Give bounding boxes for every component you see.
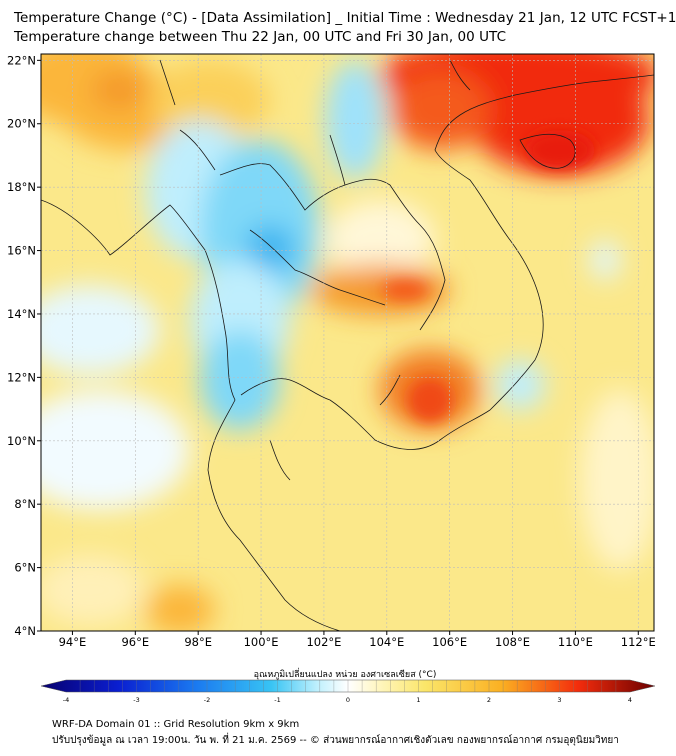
temperature-change-field [41,54,654,631]
graticule [41,54,654,631]
colorbar-tick-label: 4 [628,696,632,704]
colorbar-label: อุณหภูมิเปลี่ยนแปลง หน่วย องศาเซลเซียส (… [254,667,437,680]
longitude-axis: 94°E 96°E 98°E 100°E 102°E 104°E 106°E 108°E 110… [59,631,656,649]
colorbar-tick-label: -1 [274,696,280,704]
colorbar-tick-label: 1 [416,696,420,704]
lat-tick-label: 8°N [14,497,36,511]
map-title: Temperature Change (°C) - [Data Assimila… [14,10,676,26]
colorbar-tick-label: 0 [346,696,350,704]
lon-tick-label: 96°E [121,635,149,649]
colorbar-tick-label: -4 [63,696,69,704]
colorbar-ticks: -4 -3 -2 -1 0 1 2 3 4 [63,680,632,704]
lon-tick-label: 112°E [621,635,656,649]
map-subtitle: Temperature change between Thu 22 Jan, 0… [14,29,507,45]
footer-model-info: WRF-DA Domain 01 :: Grid Resolution 9km … [52,719,300,730]
footer-credit: ปรับปรุงข้อมูล ณ เวลา 19:00น. วัน พ. ที่… [52,735,619,746]
lat-tick-label: 22°N [7,53,36,67]
lon-tick-label: 110°E [558,635,593,649]
country-borders [41,59,654,631]
lon-tick-label: 98°E [184,635,212,649]
lat-tick-label: 20°N [7,117,36,131]
lon-tick-label: 104°E [369,635,404,649]
colorbar-tick-label: 3 [557,696,561,704]
lat-tick-label: 10°N [7,434,36,448]
map-frame [40,53,655,632]
lon-tick-label: 94°E [59,635,87,649]
lat-tick-label: 4°N [14,624,36,638]
lat-tick-label: 14°N [7,307,36,321]
lon-tick-label: 108°E [495,635,530,649]
colorbar-tick-label: -3 [133,696,139,704]
colorbar-tick-label: -2 [204,696,210,704]
latitude-axis: 22°N 20°N 18°N 16°N 14°N 12°N 10°N 8°N 6°N 4°N [7,53,41,638]
lon-tick-label: 100°E [244,635,279,649]
lon-tick-label: 106°E [432,635,467,649]
lat-tick-label: 18°N [7,180,36,194]
lat-tick-label: 16°N [7,244,36,258]
lon-tick-label: 102°E [306,635,341,649]
lat-tick-label: 12°N [7,370,36,384]
lat-tick-label: 6°N [14,561,36,575]
colorbar-tick-label: 2 [487,696,491,704]
